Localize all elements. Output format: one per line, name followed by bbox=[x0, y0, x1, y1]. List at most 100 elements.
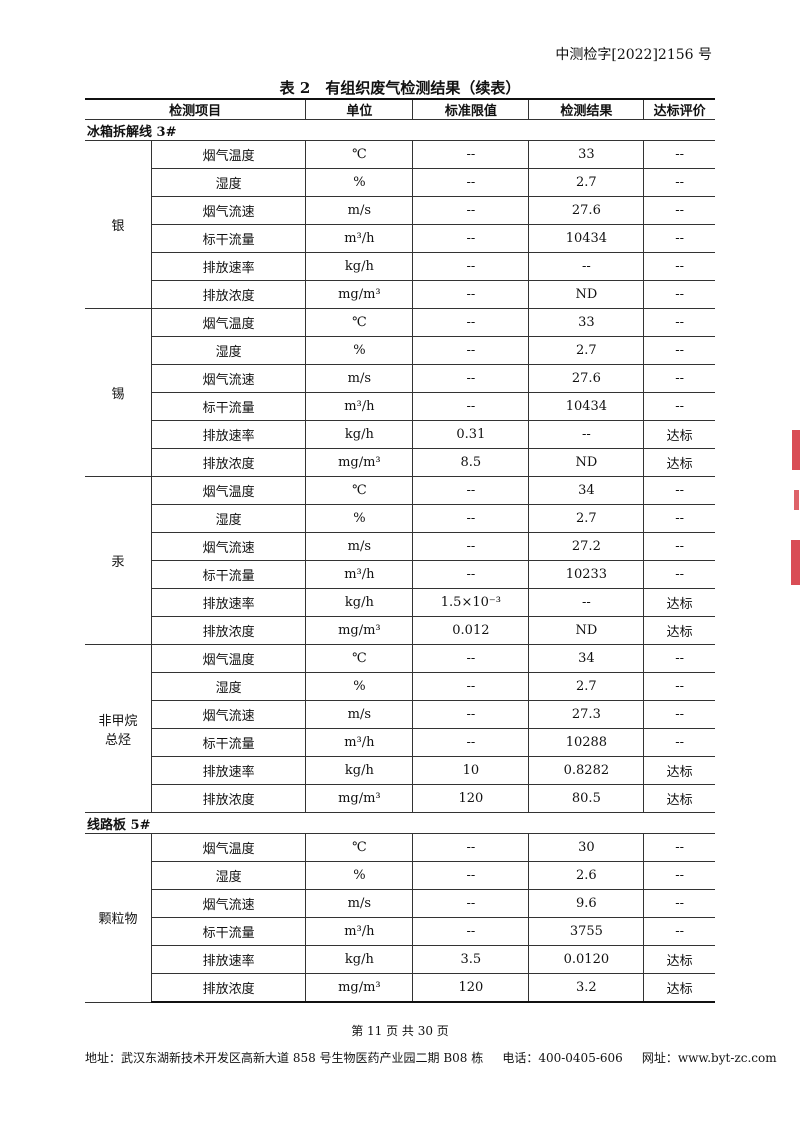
table-cell: -- bbox=[412, 308, 530, 337]
table-cell: 10233 bbox=[528, 560, 645, 589]
table-cell: 烟气流速 bbox=[151, 196, 307, 225]
table-cell: 湿度 bbox=[151, 672, 307, 701]
table-cell: 排放速率 bbox=[151, 252, 307, 281]
table-cell: m/s bbox=[305, 532, 414, 561]
table-cell: m³/h bbox=[305, 917, 414, 946]
item-cell: 银 bbox=[85, 140, 152, 309]
table-cell: 达标 bbox=[643, 420, 715, 449]
table-cell: -- bbox=[412, 504, 530, 533]
section-title: 线路板 5# bbox=[85, 812, 715, 834]
table-cell: mg/m³ bbox=[305, 448, 414, 477]
col-header: 标准限值 bbox=[412, 98, 530, 120]
table-cell: kg/h bbox=[305, 588, 414, 617]
table-cell: -- bbox=[643, 861, 715, 890]
table-cell: -- bbox=[412, 833, 530, 862]
table-cell: mg/m³ bbox=[305, 784, 414, 813]
footer-address: 地址：武汉东湖新技术开发区高新大道 858 号生物医药产业园二期 B08 栋 电… bbox=[85, 1051, 777, 1065]
table-cell: 排放浓度 bbox=[151, 616, 307, 645]
table-cell: m/s bbox=[305, 196, 414, 225]
table-cell: -- bbox=[643, 196, 715, 225]
table-cell: 烟气温度 bbox=[150, 308, 307, 337]
table-cell: 烟气流速 bbox=[151, 364, 307, 393]
table-cell: 烟气温度 bbox=[150, 833, 307, 862]
col-header: 达标评价 bbox=[643, 98, 715, 120]
table-cell: -- bbox=[643, 392, 715, 421]
table-cell: -- bbox=[643, 280, 715, 309]
table-row: 标干流量 m³/h -- 10288 -- bbox=[85, 728, 715, 757]
table-cell: -- bbox=[412, 224, 530, 253]
table-cell: 27.2 bbox=[528, 532, 645, 561]
results-table: 检测项目 单位 标准限值 检测结果 达标评价 冰箱拆解线 3# 银烟气温度 ℃ -- 3… bbox=[85, 98, 715, 1003]
table-cell: -- bbox=[412, 252, 530, 281]
table-cell: 33 bbox=[528, 308, 645, 337]
table-row: 烟气流速 m/s -- 27.2 -- bbox=[85, 532, 715, 561]
table-cell: 3755 bbox=[528, 917, 645, 946]
table-row: 标干流量 m³/h -- 10233 -- bbox=[85, 560, 715, 589]
table-cell: % bbox=[305, 168, 414, 197]
table-cell: -- bbox=[643, 504, 715, 533]
table-cell: 9.6 bbox=[528, 889, 645, 918]
table-row: 汞烟气温度 ℃ -- 34 -- bbox=[85, 476, 715, 645]
page-number: 第 11 页 共 30 页 bbox=[351, 1024, 449, 1038]
item-cell: 锡 bbox=[85, 308, 152, 477]
table-cell: -- bbox=[643, 728, 715, 757]
table-cell: 达标 bbox=[643, 448, 715, 477]
table-cell: m³/h bbox=[305, 224, 414, 253]
table-cell: 2.6 bbox=[528, 861, 645, 890]
table-cell: 烟气温度 bbox=[150, 140, 307, 169]
table-row: 银烟气温度 ℃ -- 33 -- bbox=[85, 140, 715, 309]
table-cell: -- bbox=[412, 476, 530, 505]
table-cell: -- bbox=[412, 889, 530, 918]
section-row: 线路板 5# bbox=[85, 812, 715, 834]
table-cell: % bbox=[305, 336, 414, 365]
col-header: 检测项目 bbox=[85, 98, 307, 120]
table-cell: 27.6 bbox=[528, 364, 645, 393]
table-cell: 排放浓度 bbox=[151, 973, 307, 1003]
table-cell: 3.5 bbox=[412, 945, 530, 974]
table-cell: -- bbox=[412, 700, 530, 729]
table-cell: 27.3 bbox=[528, 700, 645, 729]
table-row: 湿度% -- 2.7 -- bbox=[85, 336, 715, 365]
table-cell: 8.5 bbox=[412, 448, 530, 477]
table-row: 湿度% -- 2.7 -- bbox=[85, 504, 715, 533]
table-cell: m³/h bbox=[305, 560, 414, 589]
table-row: 非甲烷 总烃 烟气温度 ℃ -- 34 -- bbox=[85, 644, 715, 813]
table-cell: ℃ bbox=[305, 644, 414, 673]
table-cell: -- bbox=[412, 196, 530, 225]
table-cell: 烟气温度 bbox=[150, 644, 307, 673]
table-cell: 烟气流速 bbox=[151, 889, 307, 918]
table-cell: -- bbox=[412, 364, 530, 393]
table-cell: 排放浓度 bbox=[151, 784, 307, 813]
table-cell: % bbox=[305, 504, 414, 533]
table-cell: 排放速率 bbox=[151, 420, 307, 449]
table-cell: kg/h bbox=[305, 252, 414, 281]
table-cell: 0.012 bbox=[412, 616, 530, 645]
table-cell: mg/m³ bbox=[305, 616, 414, 645]
table-row: 排放浓度 mg/m³ 8.5 ND 达标 bbox=[85, 448, 715, 477]
table-cell: -- bbox=[643, 889, 715, 918]
table-row: 排放浓度 mg/m³ -- ND -- bbox=[85, 280, 715, 309]
table-cell: ND bbox=[528, 448, 645, 477]
table-cell: 34 bbox=[528, 476, 645, 505]
table-cell: 标干流量 bbox=[151, 392, 307, 421]
item-cell: 颗粒物 bbox=[85, 833, 152, 1003]
table-cell: 0.0120 bbox=[528, 945, 645, 974]
table-cell: -- bbox=[412, 336, 530, 365]
table-cell: -- bbox=[643, 917, 715, 946]
table-cell: ℃ bbox=[305, 833, 414, 862]
table-cell: -- bbox=[643, 308, 715, 337]
table-cell: 27.6 bbox=[528, 196, 645, 225]
table-cell: 排放浓度 bbox=[151, 280, 307, 309]
table-cell: 烟气流速 bbox=[151, 700, 307, 729]
table-cell: -- bbox=[528, 420, 645, 449]
table-cell: -- bbox=[643, 224, 715, 253]
table-row: 湿度% -- 2.7 -- bbox=[85, 672, 715, 701]
table-cell: 湿度 bbox=[151, 504, 307, 533]
table-cell: -- bbox=[643, 700, 715, 729]
table-cell: 10288 bbox=[528, 728, 645, 757]
table-cell: 1.5×10⁻³ bbox=[412, 588, 530, 617]
table-cell: mg/m³ bbox=[305, 973, 414, 1003]
table-cell: -- bbox=[412, 560, 530, 589]
table-cell: 34 bbox=[528, 644, 645, 673]
